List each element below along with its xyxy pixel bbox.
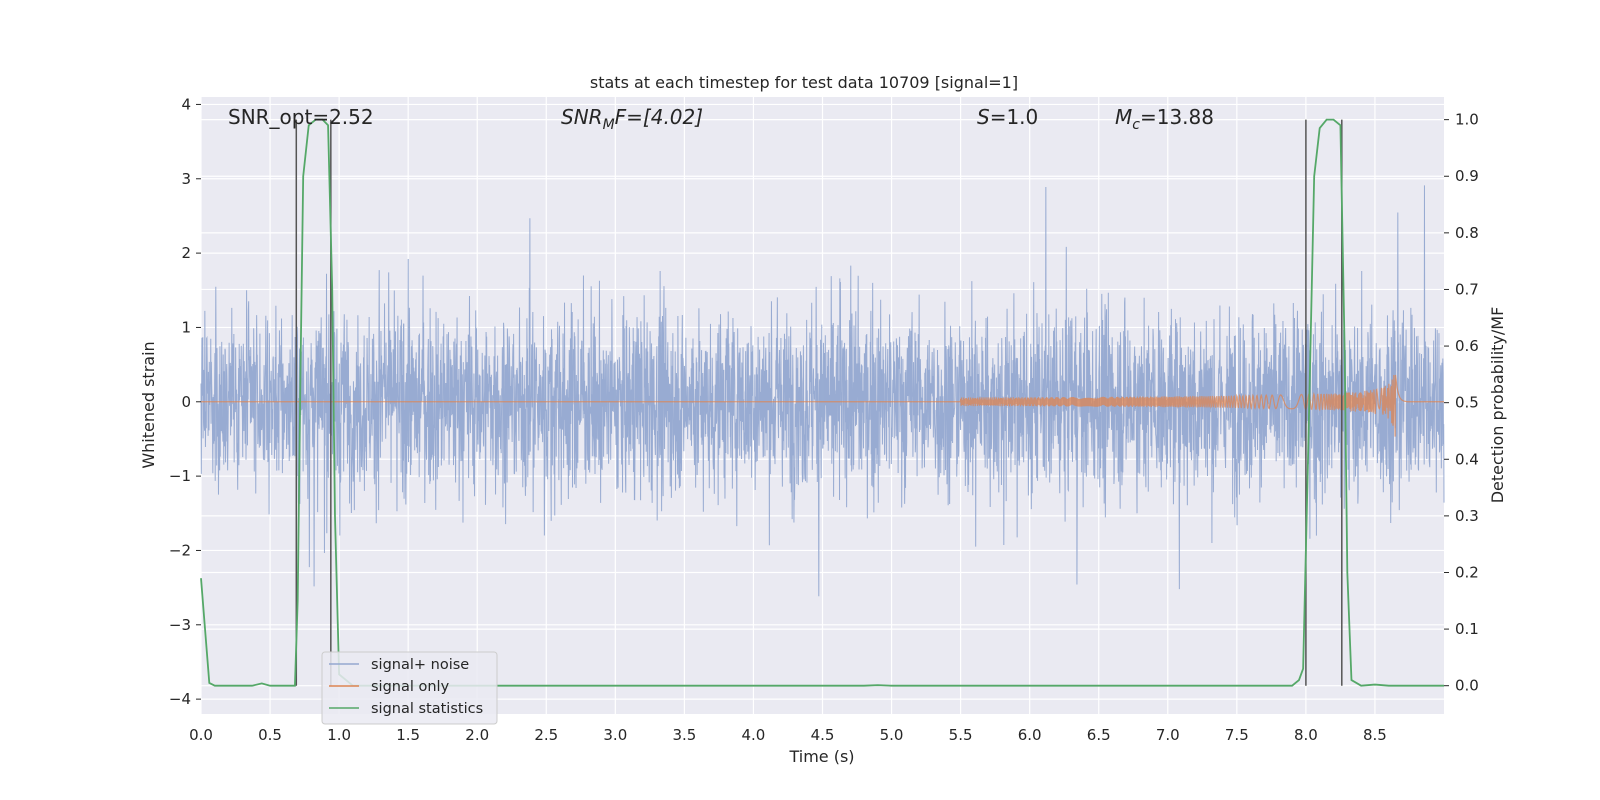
annotation-mc: Mc=13.88 [1115, 105, 1214, 133]
x-tick-label: 5.5 [949, 726, 973, 744]
y-left-tick-label: 4 [181, 95, 191, 113]
annotation-snr-mf-base: SNR [561, 105, 603, 129]
y-right-tick-label: 0.1 [1455, 620, 1479, 638]
y-left-tick-label: 3 [181, 170, 191, 188]
y-right-tick-label: 0.7 [1455, 280, 1479, 298]
y-right-tick-label: 0.4 [1455, 450, 1479, 468]
legend-box [321, 651, 498, 725]
y-right-tick-label: 0.0 [1455, 677, 1479, 695]
x-tick-label: 4.5 [811, 726, 835, 744]
y-right-tick-label: 0.8 [1455, 224, 1479, 242]
y-right-tick-labels: 0.0 0.1 0.2 0.3 0.4 0.5 0.6 0.7 0.8 0.9 1.0 [1444, 111, 1479, 695]
x-tick-label: 0.5 [258, 726, 282, 744]
x-tick-label: 0.0 [189, 726, 213, 744]
y-left-tick-label: −2 [169, 541, 191, 559]
x-tick-label: 6.5 [1087, 726, 1111, 744]
x-tick-label: 1.5 [396, 726, 420, 744]
annotation-mc-rest: =13.88 [1140, 105, 1214, 129]
legend-label-signal-only: signal only [371, 679, 450, 695]
y-right-tick-label: 0.2 [1455, 563, 1479, 581]
signal-statistics-line [200, 118, 1444, 687]
x-tick-label: 3.0 [603, 726, 627, 744]
y-left-tick-label: 2 [181, 244, 191, 262]
y-right-axis-label: Detection probability/MF [1488, 307, 1507, 504]
y-left-tick-label: −1 [169, 467, 191, 485]
y-left-tick-labels: −4 −3 −2 −1 0 1 2 3 4 [169, 95, 201, 708]
legend-label-signal-plus-noise: signal+ noise [371, 657, 469, 673]
y-right-tick-label: 1.0 [1455, 111, 1479, 129]
x-tick-label: 8.0 [1294, 726, 1318, 744]
annotation-snr-mf: SNRMF=[4.02] [561, 105, 703, 133]
annotation-s-rest: =1.0 [990, 105, 1039, 129]
signal-plus-noise-line [200, 185, 1445, 597]
y-right-tick-label: 0.6 [1455, 337, 1479, 355]
y-left-tick-label: 0 [181, 393, 191, 411]
legend-label-signal-statistics: signal statistics [371, 701, 483, 717]
x-tick-label: 6.0 [1018, 726, 1042, 744]
annotation-snr-mf-rest: F=[4.02] [615, 105, 703, 129]
x-tick-label: 7.5 [1225, 726, 1249, 744]
y-left-axis-label: Whitened strain [139, 341, 158, 468]
annotation-mc-base: M [1115, 105, 1132, 129]
y-left-tick-label: 1 [181, 318, 191, 336]
x-tick-label: 2.5 [534, 726, 558, 744]
x-tick-label: 5.0 [880, 726, 904, 744]
x-tick-label: 2.0 [465, 726, 489, 744]
chart-title: stats at each timestep for test data 107… [590, 73, 1018, 92]
x-axis-label: Time (s) [788, 747, 854, 766]
y-left-tick-label: −4 [169, 690, 191, 708]
annotation-snr-mf-sub: M [603, 117, 615, 133]
x-tick-label: 3.5 [672, 726, 696, 744]
annotation-s-base: S [977, 105, 990, 129]
signal-only-line [201, 374, 1444, 437]
vertical-markers [295, 119, 1343, 686]
annotation-s: S=1.0 [977, 105, 1038, 129]
y-left-tick-label: −3 [169, 616, 191, 634]
series-signal-plus-noise [200, 185, 1445, 597]
x-tick-label: 8.5 [1363, 726, 1387, 744]
x-tick-labels: 0.0 0.5 1.0 1.5 2.0 2.5 3.0 3.5 4.0 4.5 5.0 5.5 6.0 6… [189, 726, 1387, 744]
series-signal-only [201, 374, 1444, 437]
x-tick-label: 1.0 [327, 726, 351, 744]
x-tick-label: 4.0 [742, 726, 766, 744]
x-tick-label: 7.0 [1156, 726, 1180, 744]
legend: signal+ noise signal only signal statist… [321, 651, 498, 725]
series-signal-statistics [200, 118, 1444, 687]
y-right-tick-label: 0.5 [1455, 394, 1479, 412]
y-right-tick-label: 0.3 [1455, 507, 1479, 525]
annotation-mc-sub: c [1132, 117, 1140, 133]
y-right-tick-label: 0.9 [1455, 167, 1479, 185]
annotation-snr-opt: SNR_opt=2.52 [228, 105, 374, 129]
